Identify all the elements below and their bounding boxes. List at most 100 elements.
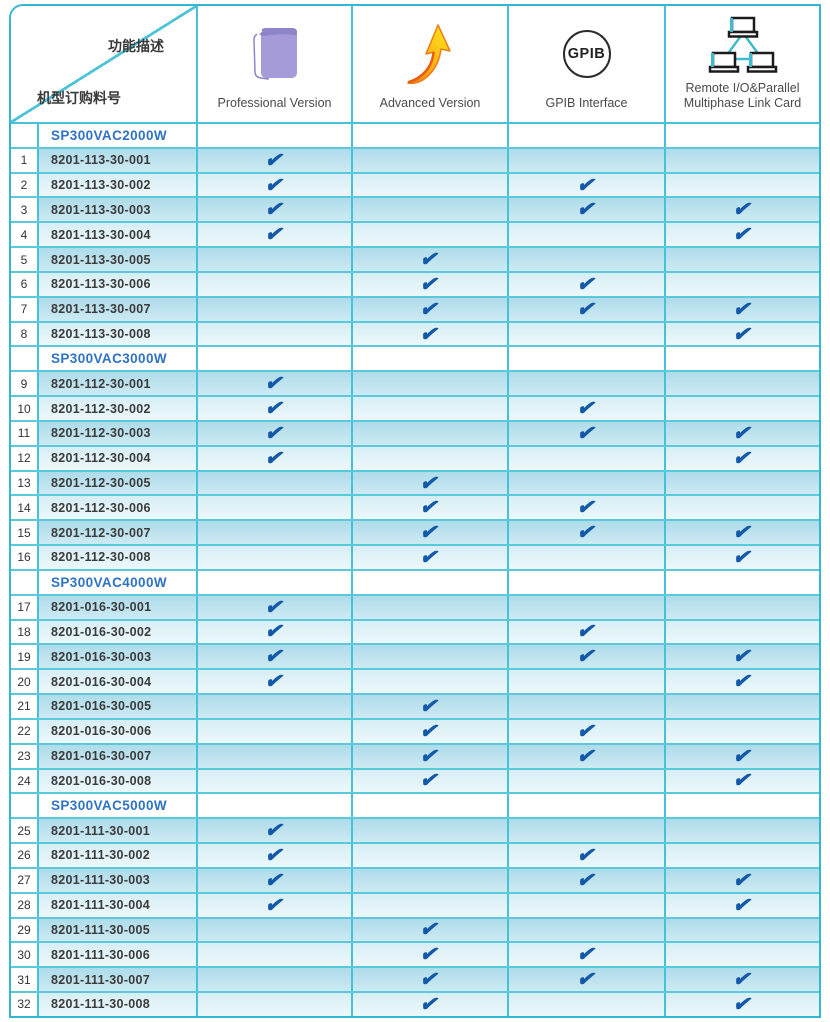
row-number-cell: 21 (11, 695, 39, 718)
part-number-cell: 8201-113-30-004 (39, 223, 198, 247)
row-number-cell: 5 (11, 248, 39, 271)
part-number-cell: 8201-016-30-008 (39, 769, 198, 793)
check-icon: ✔ (262, 819, 287, 843)
part-number-cell: 8201-016-30-006 (39, 719, 198, 743)
feature-cell-professional (198, 322, 353, 346)
check-icon: ✔ (262, 173, 287, 197)
check-icon: ✔ (262, 893, 287, 917)
table-row: 2 8201-113-30-002 ✔ ✔ (11, 173, 819, 199)
feature-cell-advanced: ✔ (353, 943, 509, 967)
row-number-cell: 7 (11, 297, 39, 321)
feature-cell-professional: ✔ (198, 645, 353, 669)
check-icon: ✔ (262, 421, 287, 445)
feature-cell-remote (666, 372, 819, 396)
feature-cell-advanced: ✔ (353, 521, 509, 545)
feature-cell-professional (198, 695, 353, 718)
feature-cell-remote: ✔ (666, 893, 819, 917)
column-header-label: Professional Version (217, 96, 332, 111)
feature-cell-gpib: ✔ (509, 198, 666, 222)
table-row: 21 8201-016-30-005 ✔ (11, 695, 819, 720)
feature-cell-remote (666, 695, 819, 718)
table-row: 13 8201-112-30-005 ✔ (11, 471, 819, 497)
check-icon: ✔ (262, 868, 287, 892)
check-icon: ✔ (418, 918, 442, 942)
feature-cell-remote (666, 272, 819, 296)
feature-cell-gpib: ✔ (509, 496, 666, 520)
part-number-cell: 8201-111-30-001 (39, 819, 198, 843)
feature-cell-professional: ✔ (198, 397, 353, 420)
row-number-cell: 8 (11, 322, 39, 346)
feature-cell-gpib: ✔ (509, 297, 666, 321)
column-header-remote: Remote I/O&Parallel Multiphase Link Card (666, 6, 819, 122)
feature-cell-advanced (353, 794, 509, 818)
feature-cell-remote (666, 148, 819, 172)
check-icon: ✔ (262, 844, 287, 867)
feature-cell-gpib: ✔ (509, 173, 666, 197)
row-number-cell: 15 (11, 521, 39, 545)
feature-cell-professional (198, 471, 353, 495)
feature-cell-advanced (353, 124, 509, 147)
feature-cell-gpib (509, 769, 666, 793)
row-number-cell: 29 (11, 918, 39, 942)
feature-cell-gpib: ✔ (509, 719, 666, 743)
feature-cell-remote: ✔ (666, 421, 819, 445)
feature-cell-gpib: ✔ (509, 521, 666, 545)
feature-cell-remote (666, 347, 819, 371)
feature-cell-advanced: ✔ (353, 992, 509, 1016)
check-icon: ✔ (262, 446, 287, 470)
check-icon: ✔ (262, 620, 287, 644)
row-number-cell (11, 124, 39, 147)
check-icon: ✔ (574, 521, 599, 545)
check-icon: ✔ (730, 421, 755, 445)
feature-cell-remote (666, 819, 819, 843)
row-number-cell: 10 (11, 397, 39, 420)
part-number-cell: 8201-112-30-004 (39, 446, 198, 470)
row-number-cell: 11 (11, 421, 39, 445)
part-number-cell: 8201-112-30-002 (39, 397, 198, 420)
check-icon: ✔ (730, 297, 755, 321)
row-number-cell: 27 (11, 868, 39, 892)
row-number-cell: 31 (11, 968, 39, 991)
table-row: 30 8201-111-30-006 ✔ ✔ (11, 943, 819, 969)
feature-cell-remote (666, 173, 819, 197)
feature-cell-advanced (353, 223, 509, 247)
part-number-cell: 8201-113-30-006 (39, 272, 198, 296)
book-icon (244, 6, 306, 96)
feature-cell-professional (198, 521, 353, 545)
feature-cell-professional (198, 546, 353, 569)
table-row: 26 8201-111-30-002 ✔ ✔ (11, 844, 819, 869)
check-icon: ✔ (418, 546, 442, 569)
corner-top-label: 功能描述 (108, 38, 164, 54)
feature-cell-remote: ✔ (666, 769, 819, 793)
feature-cell-advanced: ✔ (353, 297, 509, 321)
table-row: 29 8201-111-30-005 ✔ (11, 918, 819, 944)
part-number-cell: 8201-016-30-007 (39, 744, 198, 768)
row-number-cell: 24 (11, 769, 39, 793)
feature-cell-gpib (509, 148, 666, 172)
check-icon: ✔ (418, 968, 442, 991)
feature-cell-advanced (353, 148, 509, 172)
table-row: 5 8201-113-30-005 ✔ (11, 248, 819, 273)
check-icon: ✔ (262, 223, 287, 247)
feature-cell-remote (666, 620, 819, 644)
table-header-row: 功能描述 机型订购料号 Professional Version (11, 6, 819, 124)
feature-cell-professional: ✔ (198, 198, 353, 222)
feature-cell-professional (198, 918, 353, 942)
check-icon: ✔ (418, 943, 442, 967)
check-icon: ✔ (574, 719, 599, 743)
row-number-cell: 22 (11, 719, 39, 743)
feature-cell-professional: ✔ (198, 421, 353, 445)
check-icon: ✔ (730, 198, 755, 222)
feature-cell-remote: ✔ (666, 322, 819, 346)
row-number-cell: 19 (11, 645, 39, 669)
feature-cell-gpib: ✔ (509, 968, 666, 991)
column-header-professional: Professional Version (198, 6, 353, 122)
feature-cell-professional: ✔ (198, 844, 353, 867)
feature-cell-advanced: ✔ (353, 546, 509, 569)
check-icon: ✔ (574, 297, 599, 321)
feature-cell-gpib: ✔ (509, 943, 666, 967)
part-number-cell: 8201-113-30-001 (39, 148, 198, 172)
feature-cell-advanced (353, 670, 509, 694)
feature-cell-remote: ✔ (666, 223, 819, 247)
check-icon: ✔ (418, 471, 442, 495)
